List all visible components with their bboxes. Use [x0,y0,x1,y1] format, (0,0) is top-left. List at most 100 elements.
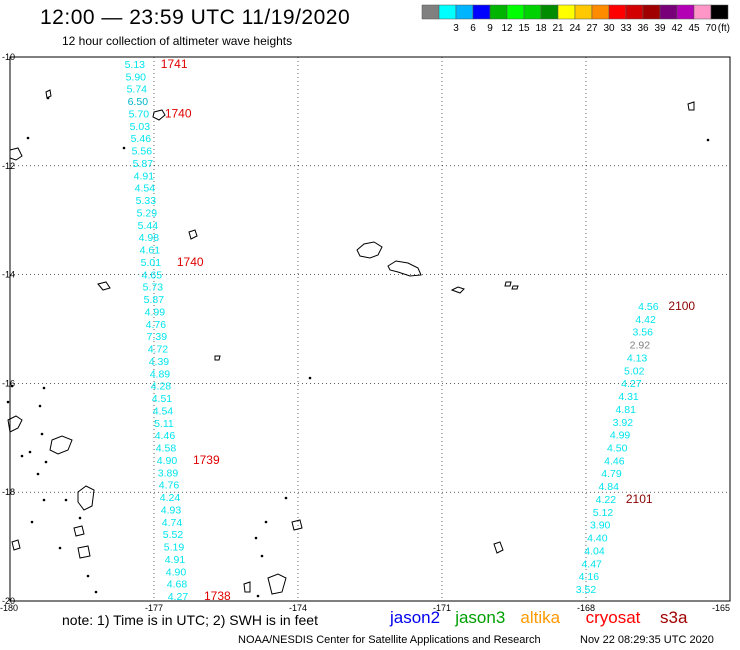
color-scale-swatch [591,4,610,20]
islet-dot [78,516,82,520]
wave-height-value: 4.28 [151,381,172,393]
latitude-tick-label: -20 [2,596,15,606]
wave-height-value: 4.39 [149,356,170,368]
wave-height-value: 4.79 [601,468,622,480]
longitude-tick-label: -165 [712,603,730,613]
altimeter-track-right: 4.564.423.562.924.135.024.274.314.813.92… [576,299,696,596]
island-fiji-e [73,525,85,537]
color-scale-swatch [489,4,508,20]
wave-height-value: 5.52 [163,529,184,541]
wave-height-value: 4.27 [621,378,642,390]
islet-dot [122,146,126,150]
island-e [687,101,695,111]
color-scale-label: 30 [603,23,615,34]
wave-height-value: 5.12 [593,507,614,519]
wave-height-value: 2.92 [630,340,651,352]
longitude-tick-label: -177 [145,603,163,613]
island-niue [493,541,504,554]
islet-dot [36,472,40,476]
color-scale-swatch [608,4,627,20]
pass-time-label: 2101 [626,492,653,506]
wave-height-value: 4.04 [584,545,605,557]
wave-height-value: 4.89 [150,368,171,380]
color-scale-label: 36 [637,23,649,34]
wave-height-value: 4.51 [152,393,173,405]
wave-height-value: 4.84 [598,481,619,493]
wave-height-value: 4.72 [148,344,169,356]
pass-time-label: 2100 [668,299,695,313]
islet-dot [30,520,34,524]
islet-dot [86,574,90,578]
color-scale-label: 45 [688,23,700,34]
color-scale-label: 27 [586,23,598,34]
color-scale-swatch [472,4,491,20]
color-scale-swatch [455,4,474,20]
graticule [9,56,731,602]
wave-height-value: 5.46 [131,133,152,145]
wave-height-value: 4.99 [610,430,631,442]
wave-height-value: 4.42 [635,314,656,326]
color-scale-label: 12 [501,23,513,34]
color-scale-label: 6 [470,23,476,34]
islet-dot [28,450,32,454]
color-scale-label: 42 [671,23,683,34]
satellite-legend-item: s3a [660,608,688,627]
satellite-legend-item: altika [520,608,561,627]
island-wallis [152,109,166,121]
pass-time-label: 1740 [177,255,204,269]
islet-dot [20,454,24,458]
pass-time-label: 1738 [204,589,231,603]
island-fiji-c [77,485,95,511]
island-futuna [188,229,198,240]
islet-dot [10,384,14,388]
page-title: 12:00 — 23:59 UTC 11/19/2020 [40,6,351,29]
wave-height-value: 4.13 [627,352,648,364]
wave-height-value: 5.19 [164,542,185,554]
islet-dot [254,536,258,540]
wave-height-value: 5.90 [126,71,147,83]
color-scale-swatch [676,4,695,20]
small-islets [6,96,710,598]
color-scale-swatch [506,4,525,20]
altimeter-track-left: 5.135.905.746.505.705.035.465.565.874.91… [125,57,231,603]
island-tonga-b [291,519,303,531]
wave-height-value: 4.74 [162,517,183,529]
islet-dot [6,400,10,404]
color-scale-label: 9 [487,23,493,34]
wave-height-value: 4.27 [168,591,189,603]
generation-timestamp: Nov 22 08:29:35 UTC 2020 [580,634,714,646]
islet-dot [38,404,42,408]
islet-dot [58,546,62,550]
wave-height-value: 3.52 [576,584,597,596]
wave-height-value: 4.98 [139,232,160,244]
wave-height-value: 3.92 [613,417,634,429]
wave-height-value: 4.54 [153,405,174,417]
pass-time-label: 1740 [165,106,192,120]
wave-height-value: 5.70 [129,108,150,120]
color-scale-swatch [421,4,440,20]
island-fiji-b [49,435,73,455]
island-upolu-savaii [356,241,383,259]
longitude-tick-label: -168 [577,603,595,613]
wave-height-value: 4.40 [587,533,608,545]
pass-time-label: 1741 [161,57,188,71]
satellite-legend-item: jason3 [455,608,506,627]
color-scale-swatch [557,4,576,20]
color-scale-label: 33 [620,23,632,34]
wave-height-value: 4.47 [581,558,602,570]
page-subtitle: 12 hour collection of altimeter wave hei… [62,34,293,48]
island-d [214,355,221,361]
longitude-tick-label: -174 [289,603,307,613]
island-manua [450,286,465,294]
wave-height-value: 4.90 [157,455,178,467]
wave-height-value: 4.76 [146,319,167,331]
wave-height-value: 3.89 [158,467,179,479]
wave-height-value: 4.68 [167,579,188,591]
islet-dot [284,496,288,500]
latitude-tick-label: -10 [2,52,15,62]
wave-height-value: 7.39 [147,331,168,343]
color-scale-swatch [438,4,457,20]
wave-height-value: 5.33 [136,195,157,207]
wave-height-value: 4.46 [155,430,176,442]
latitude-tick-label: -18 [2,487,15,497]
